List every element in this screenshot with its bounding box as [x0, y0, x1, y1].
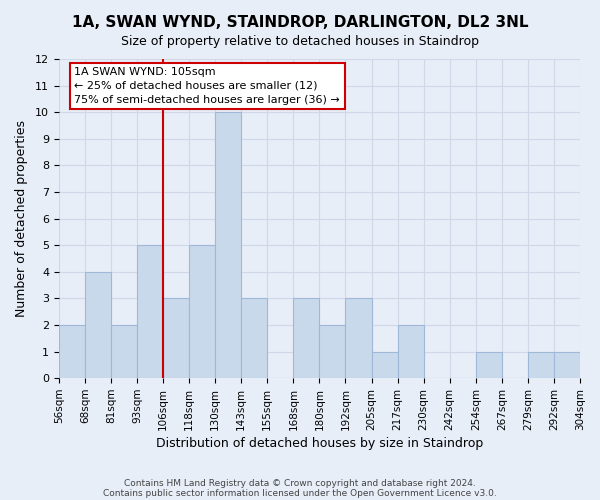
Text: Size of property relative to detached houses in Staindrop: Size of property relative to detached ho… — [121, 35, 479, 48]
Bar — [319, 325, 346, 378]
Bar — [476, 352, 502, 378]
Y-axis label: Number of detached properties: Number of detached properties — [15, 120, 28, 317]
X-axis label: Distribution of detached houses by size in Staindrop: Distribution of detached houses by size … — [156, 437, 483, 450]
Bar — [137, 245, 163, 378]
Bar — [346, 298, 371, 378]
Bar — [163, 298, 189, 378]
Bar — [189, 245, 215, 378]
Bar — [59, 325, 85, 378]
Bar — [85, 272, 111, 378]
Text: Contains HM Land Registry data © Crown copyright and database right 2024.: Contains HM Land Registry data © Crown c… — [124, 478, 476, 488]
Bar — [554, 352, 580, 378]
Bar — [293, 298, 319, 378]
Bar — [111, 325, 137, 378]
Bar — [528, 352, 554, 378]
Text: 1A SWAN WYND: 105sqm
← 25% of detached houses are smaller (12)
75% of semi-detac: 1A SWAN WYND: 105sqm ← 25% of detached h… — [74, 67, 340, 105]
Bar — [241, 298, 267, 378]
Bar — [398, 325, 424, 378]
Bar — [371, 352, 398, 378]
Text: Contains public sector information licensed under the Open Government Licence v3: Contains public sector information licen… — [103, 488, 497, 498]
Bar — [215, 112, 241, 378]
Text: 1A, SWAN WYND, STAINDROP, DARLINGTON, DL2 3NL: 1A, SWAN WYND, STAINDROP, DARLINGTON, DL… — [72, 15, 528, 30]
